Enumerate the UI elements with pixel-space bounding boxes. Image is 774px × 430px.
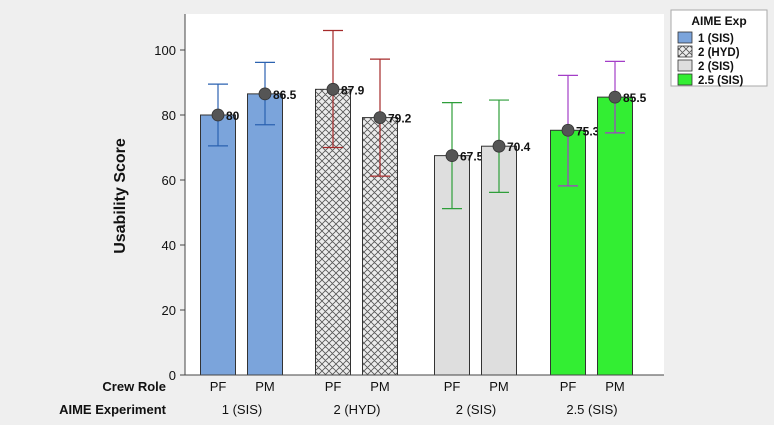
mean-point <box>211 108 225 122</box>
bar-1sis-pf <box>200 114 236 376</box>
data-label: 87.9 <box>341 83 365 97</box>
crew-role-label: PF <box>560 379 577 394</box>
mean-point <box>608 90 622 104</box>
legend-entry-label: 2 (SIS) <box>698 61 734 73</box>
aime-experiment-label: 2 (SIS) <box>456 402 496 417</box>
crew-role-label: PM <box>605 379 625 394</box>
y-tick-label: 0 <box>169 368 176 383</box>
crew-role-label: PF <box>444 379 461 394</box>
y-axis-label: Usability Score <box>112 138 129 254</box>
data-label: 80 <box>226 109 240 123</box>
crew-role-label: PM <box>370 379 390 394</box>
row-header-aime-experiment: AIME Experiment <box>59 402 167 417</box>
data-label: 86.5 <box>273 88 297 102</box>
legend-swatch <box>677 31 693 44</box>
bar-1sis-pm <box>247 93 283 376</box>
data-label: 79.2 <box>388 112 412 126</box>
data-label: 75.3 <box>576 124 600 138</box>
legend-entry-label: 1 (SIS) <box>698 33 734 45</box>
y-tick-label: 40 <box>162 238 176 253</box>
crew-role-label: PM <box>255 379 275 394</box>
bars-layer: 80 86.5 87.9 79.2 67.5 70.4 75.3 85.5 <box>200 29 647 376</box>
y-tick-label: 60 <box>162 173 176 188</box>
aime-experiment-label: 2.5 (SIS) <box>566 402 617 417</box>
legend-swatch <box>677 73 693 86</box>
mean-point <box>445 149 459 163</box>
axis-layer: PF PM 1 (SIS) PF PM 2 (HYD) PF PM 2 (SIS) PF PM 2.5… <box>154 14 664 417</box>
mean-point <box>492 139 506 153</box>
legend-entry-label: 2 (HYD) <box>698 47 740 59</box>
y-tick-label: 100 <box>154 43 176 58</box>
legend-entry-label: 2.5 (SIS) <box>698 75 744 87</box>
crew-role-label: PF <box>210 379 227 394</box>
data-label: 67.5 <box>460 150 484 164</box>
aime-experiment-label: 2 (HYD) <box>334 402 381 417</box>
bar-25sis-pm <box>597 96 633 376</box>
legend-swatch <box>677 45 693 58</box>
aime-experiment-label: 1 (SIS) <box>222 402 262 417</box>
crew-role-label: PF <box>325 379 342 394</box>
mean-point <box>373 111 387 124</box>
y-tick-label: 80 <box>162 108 176 123</box>
mean-point <box>258 87 272 101</box>
mean-point <box>326 82 340 96</box>
crew-role-label: PM <box>489 379 509 394</box>
row-header-crew-role: Crew Role <box>102 379 166 394</box>
data-label: 70.4 <box>507 140 531 154</box>
legend: AIME Exp 1 (SIS) 2 (HYD) 2 (SIS) 2.5 (SIS) <box>670 9 768 87</box>
legend-swatch <box>677 59 693 72</box>
legend-title: AIME Exp <box>691 14 746 28</box>
mean-point <box>561 123 575 137</box>
data-label: 85.5 <box>623 91 647 105</box>
y-tick-label: 20 <box>162 303 176 318</box>
